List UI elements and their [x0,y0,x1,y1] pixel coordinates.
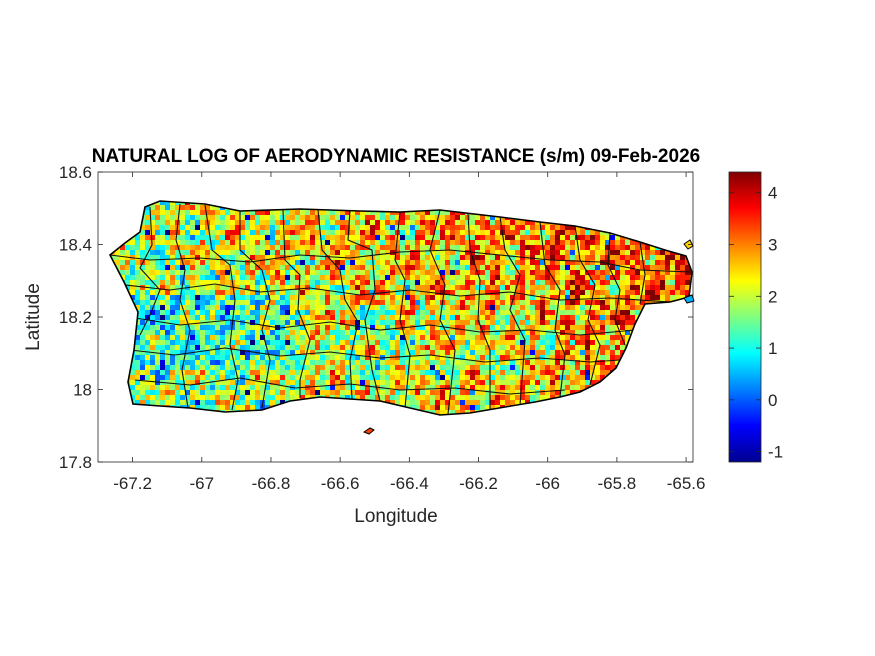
y-axis: 17.8 18 18.2 18.4 18.6 [59,163,693,472]
x-tick-label: -66.8 [252,474,291,493]
y-tick-label: 18.6 [59,163,92,182]
colorbar-tick-label: 4 [768,184,777,203]
colorbar-tick-label: 2 [768,287,777,306]
municipality-boundaries [110,203,691,415]
colorbar-tick-label: -1 [768,443,783,462]
colorbar-tick-label: 1 [768,339,777,358]
x-tick-label: -65.8 [598,474,637,493]
chart-title: NATURAL LOG OF AERODYNAMIC RESISTANCE (s… [92,146,700,167]
colorbar-tick-label: 3 [768,236,777,255]
x-tick-label: -66 [535,474,560,493]
x-tick-label: -66.6 [321,474,360,493]
x-axis: -67.2 -67 -66.8 -66.6 -66.4 -66.2 -66 -65.8 -65.… [113,172,705,493]
y-tick-label: 18.4 [59,236,92,255]
colorbar [728,171,762,463]
x-tick-label: -67.2 [113,474,152,493]
x-axis-label: Longitude [354,506,437,527]
x-tick-label: -67 [189,474,214,493]
x-tick-label: -66.4 [390,474,429,493]
y-tick-label: 18 [73,381,92,400]
y-axis-label: Latitude [23,283,44,351]
colorbar-tick-label: 0 [768,391,777,410]
y-tick-label: 17.8 [59,453,92,472]
x-tick-label: -66.2 [459,474,498,493]
coastline [108,200,693,416]
x-tick-label: -65.6 [667,474,706,493]
y-tick-label: 18.2 [59,308,92,327]
colorbar-ticks: -1 0 1 2 3 4 [729,184,783,462]
islet-caja-de-muertos [362,427,375,435]
islet-southeast [683,294,695,304]
